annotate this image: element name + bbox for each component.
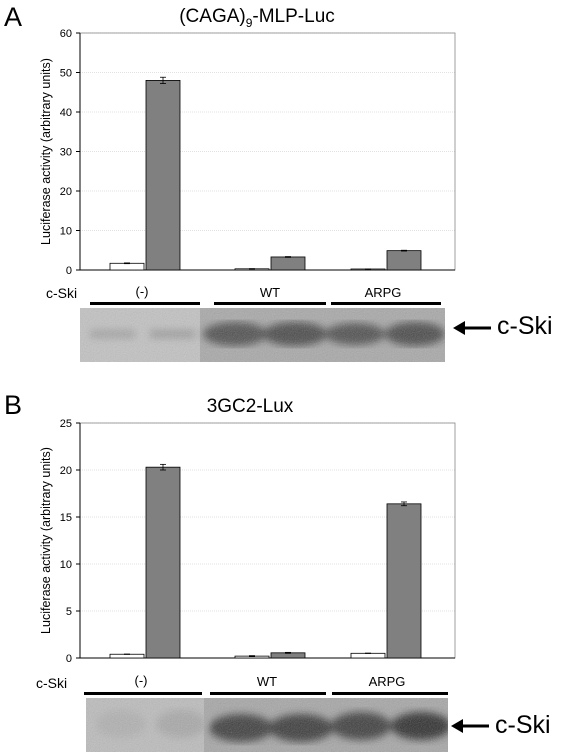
bar-chart-b: 0 5 10 15 20 25 Luciferase activity (arbitrary… — [39, 418, 456, 665]
blot-label-b: c-Ski — [495, 711, 551, 739]
cski-row-label-b: c-Ski — [36, 675, 68, 691]
arrow-icon-a — [453, 321, 491, 335]
group-line-a-wt — [214, 302, 326, 305]
bar-b-s0-c2 — [350, 652, 386, 659]
arrow-icon-b — [451, 719, 489, 733]
ytick-label-b-3: 15 — [60, 512, 72, 524]
group-line-a-arpg — [331, 302, 441, 305]
ytick-label-b-5: 25 — [60, 418, 72, 430]
ytick-label-b-2: 10 — [60, 559, 72, 571]
ylabel-a: Luciferase activity (arbitrary units) — [39, 58, 53, 245]
group-line-a-neg — [90, 302, 200, 305]
group-label-b-neg: (-) — [134, 673, 148, 688]
ytick-label-b-4: 20 — [60, 465, 72, 477]
ylabel-b: Luciferase activity (arbitrary units) — [39, 447, 53, 634]
western-blot-a — [80, 308, 445, 362]
ytick-label-a-6: 60 — [60, 28, 72, 40]
cski-row-label-a: c-Ski — [46, 285, 78, 301]
ytick-label-a-2: 20 — [60, 186, 72, 198]
group-label-a-neg: (-) — [135, 284, 149, 299]
ytick-label-a-1: 10 — [60, 226, 72, 238]
chart-title-a: (CAGA)9-MLP-Luc — [179, 6, 335, 30]
group-label-a-arpg: ARPG — [364, 285, 402, 300]
western-blot-b — [86, 698, 448, 752]
group-line-b-neg — [84, 692, 202, 695]
group-label-b-wt: WT — [256, 674, 278, 689]
ytick-label-b-1: 5 — [66, 606, 72, 618]
group-line-b-wt — [210, 692, 326, 695]
blot-label-a: c-Ski — [497, 312, 553, 340]
bar-b-s1-c0 — [145, 466, 181, 659]
ytick-label-a-3: 30 — [60, 147, 72, 159]
ytick-label-a-0: 0 — [66, 265, 72, 277]
bar-chart-a: 0 10 20 30 40 50 60 Luciferase activity (arbitr… — [39, 28, 456, 277]
panel-letter-b: B — [4, 390, 23, 420]
group-label-b-arpg: ARPG — [368, 674, 406, 689]
chart-title-b: 3GC2-Lux — [206, 396, 294, 417]
panel-letter-a: A — [4, 2, 23, 32]
bar-b-s1-c2 — [386, 503, 422, 659]
group-line-b-arpg — [332, 692, 448, 695]
bar-a-s1-c0 — [145, 80, 181, 271]
group-label-a-wt: WT — [259, 285, 281, 300]
ytick-label-a-5: 50 — [60, 68, 72, 80]
ytick-label-b-0: 0 — [66, 653, 72, 665]
ytick-label-a-4: 40 — [60, 107, 72, 119]
